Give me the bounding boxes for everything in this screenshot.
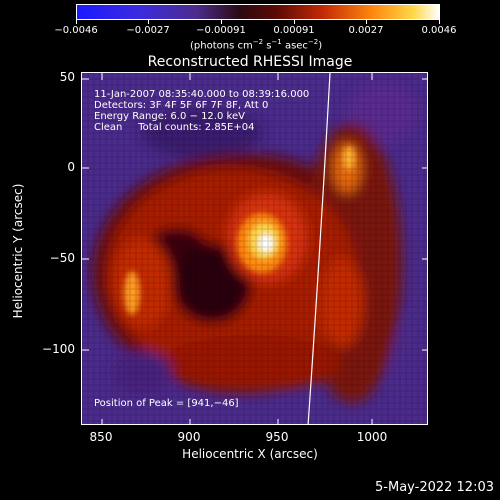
- x-axis-label: Heliocentric X (arcsec): [182, 447, 318, 461]
- plot-title: Reconstructed RHESSI Image: [147, 54, 353, 70]
- colorbar-tick-label: 0.00091: [273, 25, 315, 36]
- annotation-detectors: Detectors: 3F 4F 5F 6F 7F 8F, Att 0: [94, 100, 269, 111]
- colorbar: [76, 4, 440, 20]
- colorbar-tick-mark: [221, 20, 222, 24]
- x-tick-label: 1000: [356, 430, 388, 444]
- x-tick-label: 850: [89, 430, 113, 444]
- annotation-time-range: 11-Jan-2007 08:35:40.000 to 08:39:16.000: [94, 89, 310, 100]
- colorbar-tick-label: −0.0027: [126, 25, 170, 36]
- colorbar-tick-label: −0.00091: [196, 25, 246, 36]
- colorbar-tick-label: −0.0046: [54, 25, 98, 36]
- rhessi-image: [81, 72, 428, 425]
- annotation-clean: Clean Total counts: 2.85E+04: [94, 122, 255, 133]
- colorbar-tick-mark: [148, 20, 149, 24]
- colorbar-tick-label: 0.0027: [348, 25, 384, 36]
- x-tick-label: 900: [177, 430, 201, 444]
- y-axis-label: Heliocentric Y (arcsec): [11, 183, 25, 319]
- colorbar-tick-mark: [76, 20, 77, 24]
- colorbar-tick-mark: [294, 20, 295, 24]
- axis-tick-marks: [82, 73, 427, 424]
- y-tick-label: 0: [67, 160, 75, 174]
- y-tick-label: −50: [49, 251, 75, 265]
- y-tick-label: 50: [59, 70, 75, 84]
- colorbar-tick-mark: [439, 20, 440, 24]
- colorbar-tick-label: 0.0046: [421, 25, 457, 36]
- rhessi-image-canvas: [82, 73, 427, 424]
- x-tick-label: 950: [265, 430, 289, 444]
- y-tick-label: −100: [42, 342, 75, 356]
- colorbar-tick-mark: [366, 20, 367, 24]
- annotation-peak-position: Position of Peak = [941,−46]: [94, 398, 239, 409]
- colorbar-units: (photons cm−2 s−1 asec−2): [190, 38, 323, 52]
- datestamp: 5-May-2022 12:03: [375, 480, 494, 495]
- annotation-energy: Energy Range: 6.0 − 12.0 keV: [94, 111, 245, 122]
- solar-limb: [307, 73, 331, 424]
